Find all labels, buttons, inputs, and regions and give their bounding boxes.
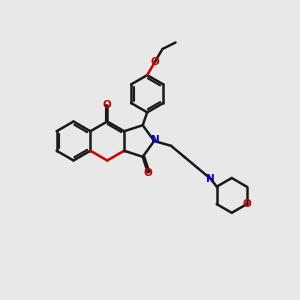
Text: O: O — [242, 199, 251, 209]
Text: O: O — [143, 167, 152, 178]
Text: O: O — [103, 100, 112, 110]
Text: N: N — [151, 135, 160, 145]
Text: N: N — [206, 174, 215, 184]
Text: O: O — [151, 57, 159, 67]
